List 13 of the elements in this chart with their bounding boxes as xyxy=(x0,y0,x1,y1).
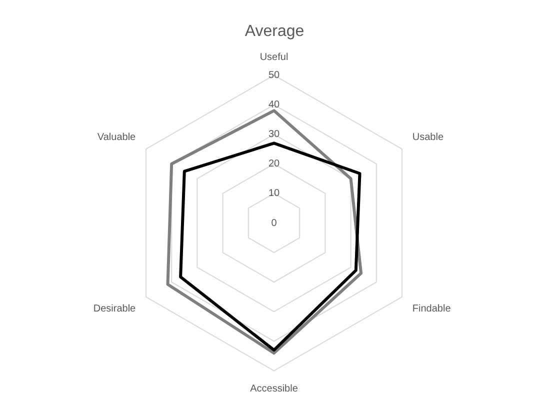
y-tick-label: 40 xyxy=(268,100,280,111)
spoke-label: Desirable xyxy=(93,304,136,315)
spoke-label: Usable xyxy=(412,132,444,143)
y-tick-label: 50 xyxy=(268,70,280,81)
y-tick-label: 0 xyxy=(271,218,278,229)
spoke-label: Useful xyxy=(260,52,288,63)
spoke-label: Findable xyxy=(412,304,452,315)
y-tick-label: 30 xyxy=(268,129,280,140)
y-tick-label: 10 xyxy=(268,188,280,200)
chart-title: Average xyxy=(244,23,304,40)
spoke-label: Accessible xyxy=(250,384,298,395)
spoke-label: Valuable xyxy=(97,132,136,143)
y-tick-label: 20 xyxy=(268,158,280,170)
